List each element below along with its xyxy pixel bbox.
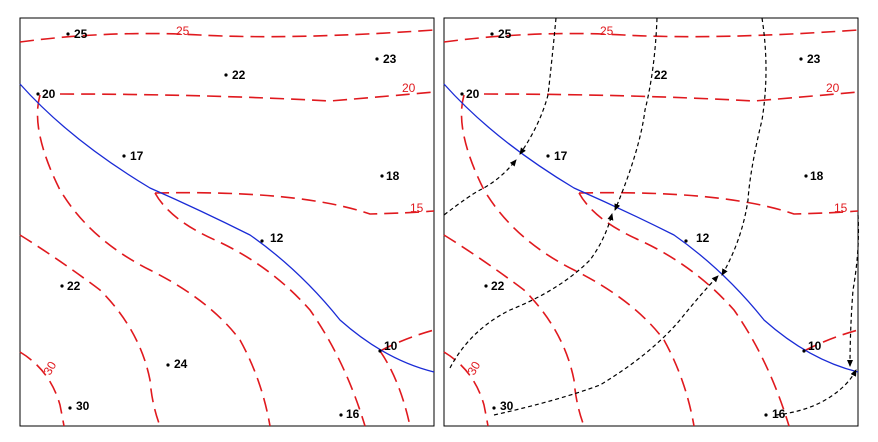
spot-height: 12 <box>260 231 284 245</box>
svg-text:30: 30 <box>76 399 90 413</box>
spot-height: 25 <box>66 27 88 41</box>
stream-line-left <box>19 83 435 373</box>
spot-height: 10 <box>802 339 822 353</box>
svg-text:23: 23 <box>807 52 821 66</box>
flow-line-7 <box>847 214 860 367</box>
contour-label: 30 <box>464 359 483 378</box>
left-panel: 25 20 15 30 25 22 23 20 17 18 12 22 24 1… <box>19 17 435 427</box>
spot-height: 17 <box>546 149 568 163</box>
spot-height: 22 <box>484 279 505 293</box>
spot-height: 22 <box>60 279 81 293</box>
contour-20-left <box>59 91 435 102</box>
contour-label: 25 <box>600 24 614 38</box>
contour-20-south-left <box>36 94 271 427</box>
contour-label: 15 <box>834 201 848 215</box>
spot-height: 24 <box>166 357 188 371</box>
svg-text:20: 20 <box>466 87 480 101</box>
svg-text:22: 22 <box>67 279 81 293</box>
spot-height: 17 <box>122 149 144 163</box>
svg-text:23: 23 <box>383 52 397 66</box>
contour-label: 20 <box>826 81 840 95</box>
svg-text:22: 22 <box>654 68 668 82</box>
contour-30-left <box>19 351 65 427</box>
contour-25-south-left <box>19 234 161 427</box>
svg-text:10: 10 <box>808 339 822 353</box>
svg-text:30: 30 <box>500 399 514 413</box>
left-panel-frame <box>19 17 435 427</box>
spot-height: 16 <box>339 407 360 421</box>
svg-text:18: 18 <box>386 169 400 183</box>
contour-15-south-left <box>154 192 366 427</box>
right-panel-frame <box>443 17 859 427</box>
spot-height: 20 <box>460 87 480 101</box>
spot-height: 23 <box>375 52 397 66</box>
svg-text:18: 18 <box>810 169 824 183</box>
svg-text:25: 25 <box>74 27 88 41</box>
svg-text:12: 12 <box>696 231 710 245</box>
flow-line-6 <box>493 275 719 416</box>
spot-height: 10 <box>378 339 398 353</box>
svg-text:20: 20 <box>42 87 56 101</box>
svg-text:25: 25 <box>498 27 512 41</box>
spot-height: 12 <box>684 231 710 245</box>
contour-10-right <box>803 329 859 352</box>
contour-label: 20 <box>402 81 416 95</box>
svg-text:17: 17 <box>130 149 144 163</box>
contour-15-south-right <box>578 192 790 427</box>
spot-height: 18 <box>380 169 400 183</box>
flow-line-1 <box>519 17 557 155</box>
contour-30-right <box>443 351 489 427</box>
contour-10-left <box>379 329 435 352</box>
contour-label: 25 <box>176 24 190 38</box>
spot-height: 22 <box>654 68 668 82</box>
svg-text:10: 10 <box>384 339 398 353</box>
flow-line-5 <box>721 17 767 276</box>
svg-text:24: 24 <box>174 357 188 371</box>
svg-text:17: 17 <box>554 149 568 163</box>
contour-15-right <box>578 191 859 215</box>
flow-line-3 <box>614 17 658 211</box>
spot-height: 30 <box>492 399 514 413</box>
svg-text:16: 16 <box>772 407 786 421</box>
contour-label: 15 <box>410 201 424 215</box>
stream-line-right <box>443 83 859 373</box>
spot-height: 20 <box>36 87 56 101</box>
contour-20-south-right <box>460 94 695 427</box>
contour-label: 30 <box>40 359 59 378</box>
svg-text:22: 22 <box>491 279 505 293</box>
right-panel: 25 20 15 30 25 22 23 20 17 18 12 22 10 3… <box>443 17 860 427</box>
contour-25-south-right <box>443 234 585 427</box>
spot-height: 30 <box>68 399 90 413</box>
svg-text:16: 16 <box>346 407 360 421</box>
spot-height: 16 <box>764 407 786 421</box>
spot-height: 22 <box>224 68 246 82</box>
contour-25-right <box>443 29 859 43</box>
spot-height: 23 <box>799 52 821 66</box>
svg-text:12: 12 <box>270 231 284 245</box>
flow-line-2 <box>443 159 517 216</box>
contour-15-left <box>154 191 435 215</box>
contour-10-south-left <box>379 350 411 427</box>
spot-height: 25 <box>490 27 512 41</box>
svg-text:22: 22 <box>232 68 246 82</box>
flow-line-8 <box>775 369 857 416</box>
spot-height: 18 <box>804 169 824 183</box>
contour-25-left <box>19 29 435 43</box>
contour-20-right <box>483 91 859 102</box>
